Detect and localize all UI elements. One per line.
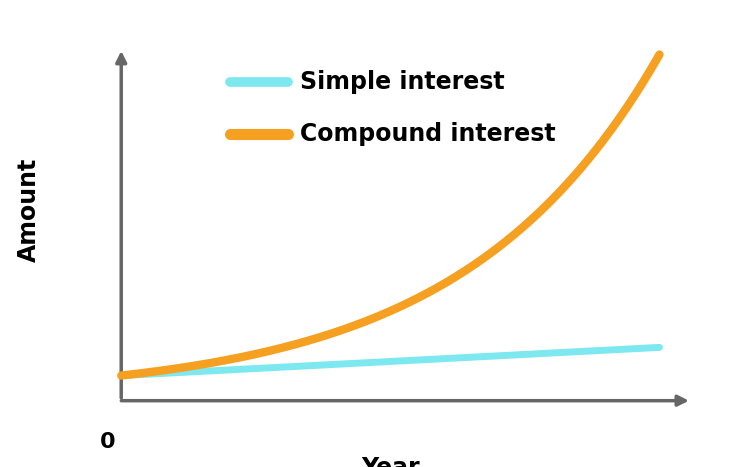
Text: Year: Year [361, 455, 420, 467]
Text: Amount: Amount [18, 158, 41, 262]
Text: 0: 0 [100, 432, 115, 452]
Text: Simple interest: Simple interest [300, 70, 504, 94]
Text: Compound interest: Compound interest [300, 122, 556, 147]
